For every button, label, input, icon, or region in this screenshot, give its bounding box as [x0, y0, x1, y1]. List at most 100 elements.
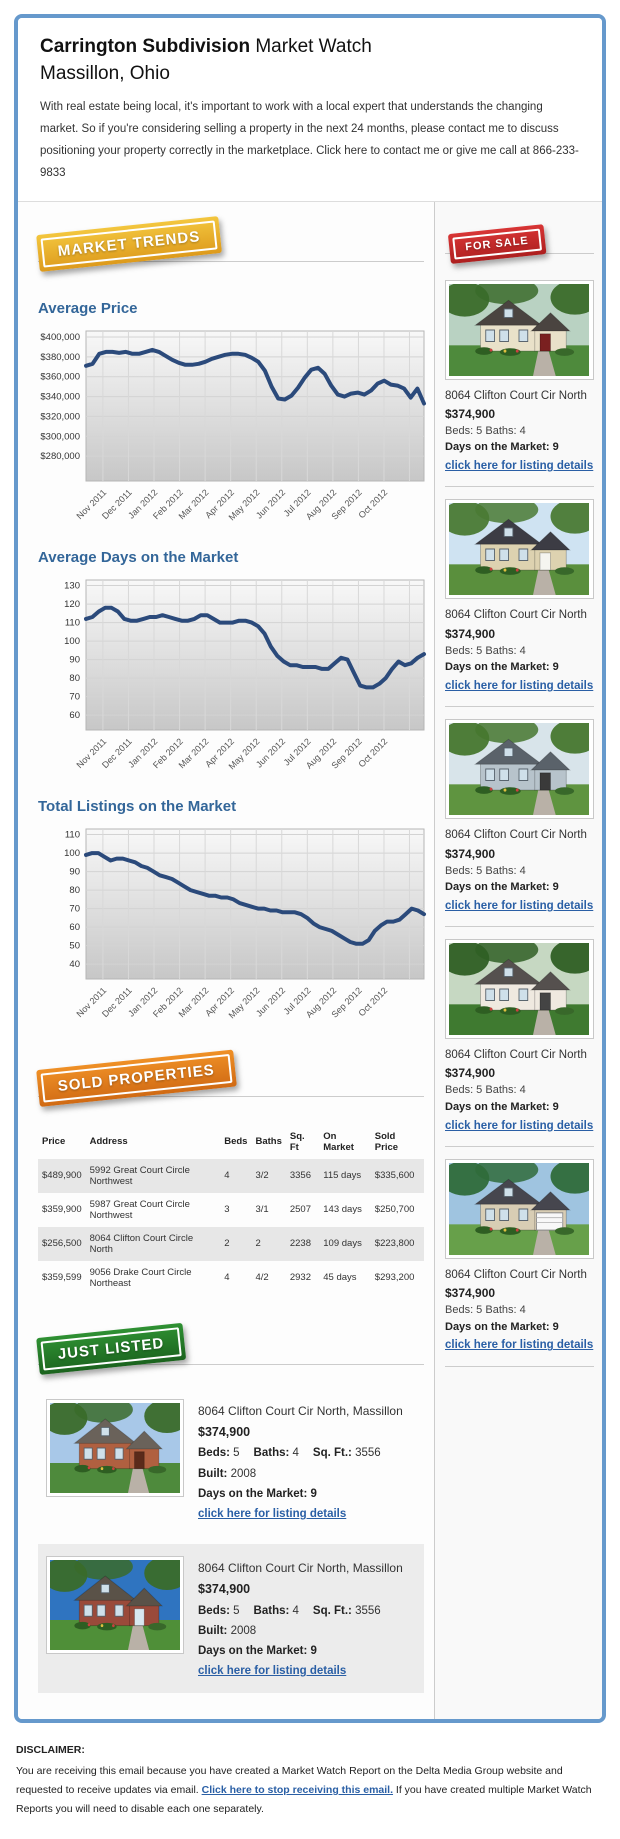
newsletter-page: Carrington Subdivision Market Watch Mass…: [0, 14, 620, 1839]
svg-text:40: 40: [69, 959, 80, 970]
property-photo[interactable]: [46, 1555, 184, 1654]
sold-table-row: $256,500 8064 Clifton Court Circle North 2…: [38, 1226, 424, 1261]
listing-price: $374,900: [198, 1581, 251, 1596]
sold-table-cell: 2: [224, 1238, 230, 1250]
svg-text:$300,000: $300,000: [40, 431, 80, 442]
svg-text:130: 130: [64, 580, 80, 591]
sold-table-cell: $489,900: [42, 1170, 82, 1182]
sold-table-cell: 4: [224, 1272, 230, 1284]
svg-text:$380,000: $380,000: [40, 351, 80, 362]
content-columns: MARKET TRENDS Average Price $400,000 $380…: [18, 200, 602, 1720]
sold-table-header-cell: Baths: [255, 1136, 282, 1148]
sold-properties-table: Price Address Beds Baths Sq. Ft On Market Sold…: [38, 1125, 424, 1295]
sold-table-header-cell: On Market: [323, 1130, 354, 1153]
for-sale-listing-card: 8064 Clifton Court Cir North $374,900 Beds…: [445, 279, 594, 488]
market-trends-badge: MARKET TRENDS: [36, 215, 222, 272]
sold-table-cell: 5992 Great Court Circle Northwest: [89, 1164, 190, 1187]
sold-table-cell: 4/2: [255, 1272, 269, 1284]
sold-table-header-row: Price Address Beds Baths Sq. Ft On Market Sold…: [38, 1125, 424, 1159]
listing-details-link[interactable]: click here for listing details: [198, 1507, 347, 1520]
svg-text:90: 90: [69, 654, 80, 665]
intro-paragraph: With real estate being local, it's impor…: [40, 101, 579, 179]
listing-details-link[interactable]: click here for listing details: [198, 1665, 347, 1678]
market-trends-section-header: MARKET TRENDS: [36, 215, 424, 276]
for-sale-listing-card: 8064 Clifton Court Cir North $374,900 Beds…: [445, 939, 594, 1148]
sold-table-cell: 9056 Drake Court Circle Northeast: [89, 1266, 192, 1289]
listing-days-on-market: Days on the Market: 9: [445, 881, 559, 894]
sold-table-header-cell: Beds: [224, 1136, 248, 1148]
property-photo[interactable]: [46, 1398, 184, 1497]
listing-days-on-market: Days on the Market: 9: [198, 1487, 317, 1500]
property-photo[interactable]: [445, 719, 594, 820]
sold-table-header-cell: Sold Price: [374, 1130, 399, 1153]
svg-text:100: 100: [64, 848, 80, 859]
svg-text:$340,000: $340,000: [40, 391, 80, 402]
listing-days-on-market: Days on the Market: 9: [445, 1320, 559, 1333]
sold-table-cell: 2238: [289, 1238, 311, 1250]
listing-address: 8064 Clifton Court Cir North: [445, 389, 587, 402]
average-price-chart: $400,000 $380,000 $360,000 $340,000 $320,000…: [40, 330, 426, 522]
listing-price: $374,900: [445, 406, 496, 421]
sold-table-cell: 3: [224, 1204, 230, 1216]
sold-table-cell: 5987 Great Court Circle Northwest: [89, 1198, 190, 1221]
unsubscribe-link[interactable]: Click here to stop receiving this email.: [201, 1784, 394, 1797]
sold-table-cell: 143 days: [323, 1204, 362, 1216]
listing-details-link[interactable]: click here for listing details: [445, 1119, 594, 1132]
disclaimer-heading: DISCLAIMER:: [16, 1744, 85, 1757]
property-photo[interactable]: [445, 279, 594, 380]
property-photo[interactable]: [445, 499, 594, 600]
listing-price: $374,900: [198, 1424, 251, 1439]
just-listed-row: 8064 Clifton Court Cir North, Massillon $…: [38, 1387, 424, 1536]
just-listed-list: 8064 Clifton Court Cir North, Massillon $…: [38, 1387, 424, 1694]
svg-text:70: 70: [69, 691, 80, 702]
listing-price: $374,900: [445, 626, 496, 641]
listing-details-link[interactable]: click here for listing details: [445, 679, 594, 692]
sold-table-cell: 8064 Clifton Court Circle North: [89, 1232, 194, 1255]
property-photo[interactable]: [445, 939, 594, 1040]
listing-beds-baths: Beds: 5 Baths: 4: [445, 1304, 526, 1317]
listing-days-on-market: Days on the Market: 9: [445, 441, 559, 454]
sold-table-cell: 3/2: [255, 1170, 269, 1182]
property-photo[interactable]: [445, 1159, 594, 1260]
for-sale-list: 8064 Clifton Court Cir North $374,900 Beds…: [445, 279, 594, 1368]
disclaimer-text: You are receiving this email because you…: [16, 1762, 600, 1819]
listing-address: 8064 Clifton Court Cir North: [445, 609, 587, 622]
market-trends-badge-label: MARKET TRENDS: [40, 220, 218, 268]
newsletter-header: Carrington Subdivision Market Watch Mass…: [18, 18, 602, 201]
sold-table-cell: 3/1: [255, 1204, 269, 1216]
listing-details-link[interactable]: click here for listing details: [445, 899, 594, 912]
listing-days-on-market: Days on the Market: 9: [198, 1645, 317, 1658]
svg-text:80: 80: [69, 885, 80, 896]
just-listed-section-header: JUST LISTED: [36, 1321, 424, 1379]
listing-days-on-market: Days on the Market: 9: [445, 1100, 559, 1113]
for-sale-section-header: FOR SALE: [445, 218, 594, 268]
listing-details-link[interactable]: click here for listing details: [445, 459, 594, 472]
svg-text:100: 100: [64, 636, 80, 647]
sold-properties-section-header: SOLD PROPERTIES: [36, 1049, 424, 1111]
total-listings-heading: Total Listings on the Market: [38, 797, 237, 815]
for-sale-badge-label: FOR SALE: [452, 228, 542, 260]
for-sale-badge: FOR SALE: [447, 223, 547, 264]
sold-properties-badge-label: SOLD PROPERTIES: [40, 1053, 233, 1103]
sold-table-row: $489,900 5992 Great Court Circle Northwes…: [38, 1158, 424, 1193]
title-suffix: Market Watch: [250, 36, 372, 57]
for-sale-sidebar: FOR SALE 8064 Clifton Court Cir North $37…: [434, 201, 602, 1720]
sold-table-cell: $359,900: [42, 1204, 82, 1216]
listing-address: 8064 Clifton Court Cir North: [445, 829, 587, 842]
page-title: Carrington Subdivision Market Watch Mass…: [40, 34, 580, 87]
listing-address: 8064 Clifton Court Cir North: [445, 1049, 587, 1062]
listing-address: 8064 Clifton Court Cir North, Massillon: [198, 1560, 403, 1575]
sold-table-cell: 3356: [289, 1170, 311, 1182]
sold-table-cell: 2507: [289, 1204, 311, 1216]
newsletter-frame: Carrington Subdivision Market Watch Mass…: [14, 14, 606, 1724]
svg-text:70: 70: [69, 903, 80, 914]
listing-specs: Beds: 5 Baths: 4 Sq. Ft.: 3556Built: 2008: [198, 1604, 381, 1637]
listing-beds-baths: Beds: 5 Baths: 4: [445, 864, 526, 877]
sold-table-header-cell: Sq. Ft: [289, 1130, 305, 1153]
for-sale-listing-card: 8064 Clifton Court Cir North $374,900 Beds…: [445, 1159, 594, 1368]
sold-table-cell: 2: [255, 1238, 261, 1250]
svg-text:90: 90: [69, 866, 80, 877]
just-listed-badge: JUST LISTED: [36, 1322, 187, 1375]
listing-details-link[interactable]: click here for listing details: [445, 1339, 594, 1352]
